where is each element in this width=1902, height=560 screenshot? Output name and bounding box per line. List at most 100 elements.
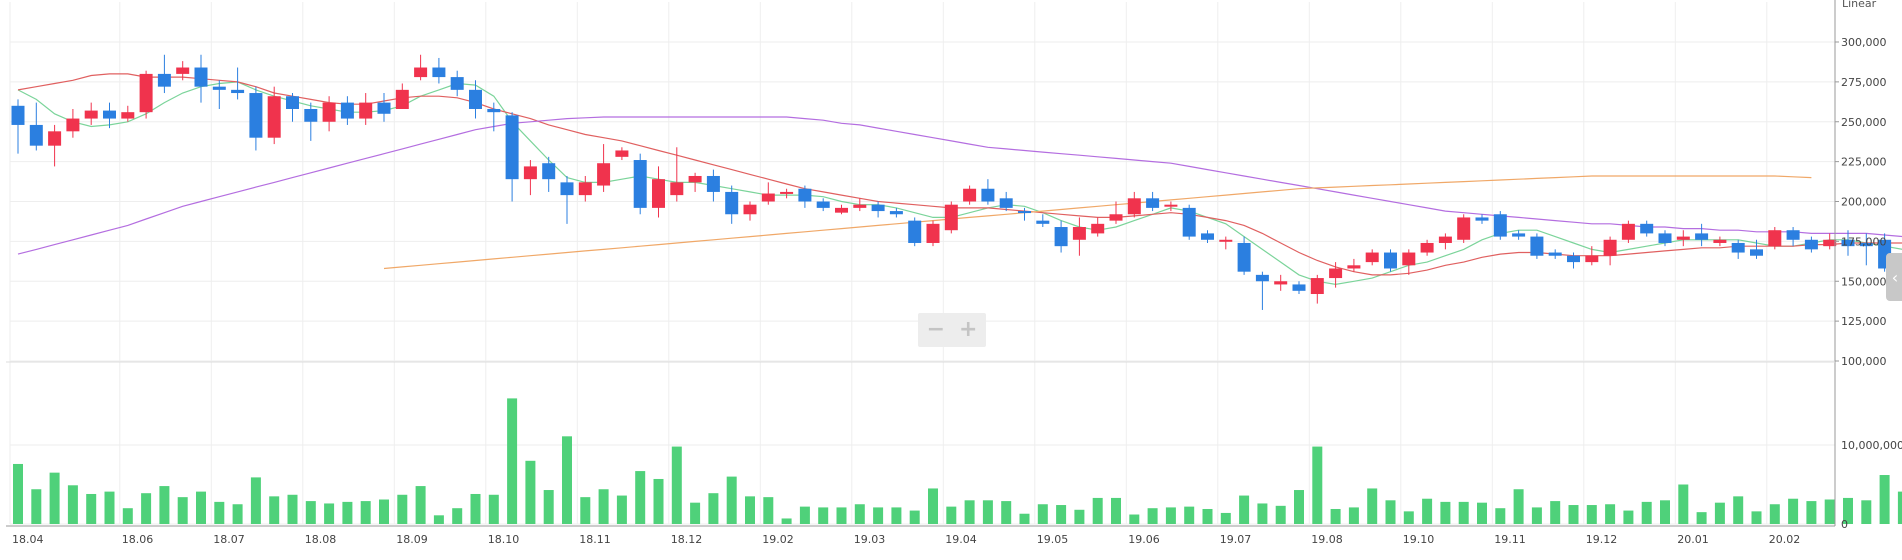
ma60-line [17,116,1902,255]
candle-body [853,204,867,208]
candle-body [780,191,794,194]
candle [926,220,940,247]
volume-bar [616,495,627,524]
candle-body [231,89,245,94]
volume-bar [909,510,920,524]
volume-bar [177,497,188,524]
candle [1054,220,1068,253]
volume-bar [269,496,280,524]
candle [1365,249,1379,266]
candle [1676,230,1690,247]
candle [1091,217,1105,237]
volume-bar [1678,484,1689,524]
volume-bar [141,493,152,524]
side-panel-toggle[interactable]: ‹ [1886,253,1902,301]
volume-bar [708,493,719,524]
candle [1457,214,1471,243]
candle [231,67,245,100]
volume-bar [1202,508,1213,524]
candle [816,198,830,212]
volume-bar [1641,501,1652,524]
volume-bar [562,436,572,524]
volume-bar [1843,497,1853,524]
scale-type-label[interactable]: Linear [1842,0,1877,10]
candle-body [1768,230,1782,247]
candle [780,188,794,199]
candle-body [286,96,299,109]
candle-body [1365,252,1379,263]
candle-body [1750,249,1763,256]
volume-bar [1367,488,1378,524]
volume-bar [1861,500,1872,524]
candle-body [1658,233,1672,243]
volume-bar [1696,512,1707,524]
candle-body [11,105,25,125]
candle-body [1255,274,1269,282]
zoom-in-button[interactable]: + [959,317,978,342]
volume-bar [433,515,444,524]
time-tick-label: 19.04 [945,533,977,546]
volume-bar [1495,508,1506,524]
volume-bar [1074,509,1085,524]
volume-bar [1660,500,1670,524]
candle [670,147,684,202]
candle [1310,274,1324,304]
candle-body [1072,227,1086,240]
ma5-line [17,81,1902,286]
price-tick-label: 125,000 [1841,315,1887,328]
candle [1274,274,1288,291]
candle-body [139,73,153,113]
candle-body [1274,281,1288,285]
candle-body [505,115,519,180]
candle-body [267,96,281,138]
candle [1823,233,1837,250]
price-tick-label: 175,000 [1841,235,1887,248]
volume-bar [1733,496,1744,524]
candle [1219,236,1233,250]
candle-body [1219,239,1233,242]
volume-bar [1129,514,1140,524]
candle [889,207,903,218]
candle [304,102,318,141]
time-tick-label: 19.07 [1220,533,1252,546]
volume-bar [745,496,755,524]
candle [597,144,611,192]
axes: 300,000 275,000 250,000 225,000 200,000 175,0… [6,0,1902,546]
candle [1731,239,1745,259]
candle-body [157,73,171,87]
candle [395,83,409,109]
candle-body [432,67,446,78]
candle-body [615,150,629,157]
volume-bar [1531,507,1542,524]
candle-body [176,67,190,74]
zoom-out-button[interactable]: − [926,317,945,342]
candle-body [1640,223,1654,234]
candle-body [1786,230,1800,240]
volume-bar [598,489,609,524]
candle-body [469,89,482,109]
price-tick-label: 275,000 [1841,76,1887,89]
candle [963,185,977,205]
candle [1804,236,1818,253]
candle [1402,249,1416,275]
volume-bar [1348,507,1359,524]
candle-body [542,163,556,180]
candle-body [1420,242,1434,253]
candle [1438,233,1452,250]
candle [1018,207,1031,221]
candle [48,124,62,167]
candle [1603,236,1617,266]
volume-bar [1879,475,1890,524]
candle [1585,246,1599,266]
candle-body [578,182,592,196]
volume-bar [324,503,335,524]
candle-body [1493,214,1507,237]
candle-body [1329,268,1343,279]
candle-body [1823,239,1837,247]
candle [542,156,556,192]
candle [469,80,482,119]
ma120-line [383,175,1812,270]
candle-body [1841,239,1855,247]
candle-body [706,175,720,192]
candle-body [1402,252,1416,266]
